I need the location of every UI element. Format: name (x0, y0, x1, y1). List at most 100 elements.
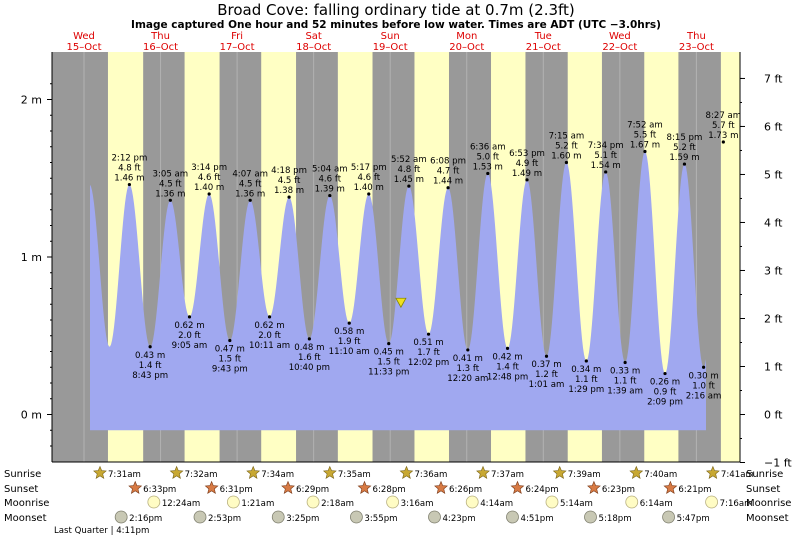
moonset-icon (506, 510, 519, 524)
moonrise-time: 2:18am (321, 499, 354, 509)
high-tide-metres: 1.38 m (274, 186, 304, 196)
sunrise-time: 7:39am (568, 470, 601, 480)
low-tide-dot (584, 359, 588, 363)
low-tide-dot (387, 342, 391, 346)
day-name: Thu (150, 31, 170, 42)
moonset-time: 4:23pm (442, 514, 475, 524)
day-date: 23–Oct (679, 42, 714, 53)
axis-ticks: 0 m 1 m 2 m −1 ft 0 ft 1 ft 2 ft 3 ft 4 ft 5 ft 6 … (21, 52, 792, 470)
low-tide-feet: 1.7 ft (417, 348, 440, 358)
high-tide-metres: 1.45 m (394, 175, 424, 185)
moonrise-icon (386, 495, 400, 509)
low-tide-metres: 0.42 m (492, 352, 522, 362)
sunrise-icon (93, 465, 107, 479)
high-tide-time: 6:53 pm (509, 149, 545, 159)
day-date: 18–Oct (296, 42, 331, 53)
low-tide-feet: 1.2 ft (535, 370, 558, 380)
day-date: 15–Oct (66, 42, 101, 53)
moonset-time: 3:25pm (286, 514, 319, 524)
low-tide-time: 9:05 am (172, 341, 208, 351)
high-tide-time: 4:07 am (232, 169, 268, 179)
low-tide-time: 8:43 pm (132, 371, 168, 381)
low-tide-time: 11:33 pm (368, 368, 409, 378)
high-tide-metres: 1.44 m (433, 177, 463, 187)
high-tide-feet: 5.5 ft (634, 130, 657, 140)
high-tide-dot (127, 182, 131, 187)
low-tide-metres: 0.62 m (174, 321, 204, 331)
high-tide-time: 2:12 pm (111, 154, 147, 164)
sunset-icon (128, 480, 143, 494)
high-tide-time: 7:34 pm (588, 141, 624, 151)
high-tide-metres: 1.59 m (669, 153, 699, 163)
high-tide-feet: 5.2 ft (555, 142, 578, 152)
low-tide-metres: 0.47 m (215, 344, 245, 354)
high-tide-time: 5:04 am (312, 165, 348, 175)
high-tide-time: 3:14 pm (191, 163, 227, 173)
moonrise-time: 4:14am (480, 499, 513, 509)
day-name: Thu (686, 31, 706, 42)
high-tide-feet: 5.2 ft (673, 143, 696, 153)
sunset-time: 6:29pm (296, 485, 329, 495)
low-tide-dot (663, 371, 667, 376)
high-tide-dot (682, 162, 687, 166)
low-tide-feet: 1.4 ft (496, 362, 519, 372)
moonset-icon (584, 510, 597, 524)
sunrise-icon (169, 465, 184, 479)
day-name: Fri (231, 31, 243, 42)
moonrise-icon (545, 495, 559, 509)
sunset-time: 6:28pm (373, 485, 406, 495)
high-tide-metres: 1.39 m (315, 185, 345, 195)
tide-labels: 2:12 pm4.8 ft1.46 m0.43 m1.4 ft8:43 pm3:… (111, 111, 741, 408)
high-tide-dot (486, 171, 490, 176)
day-name: Wed (609, 31, 631, 42)
sunset-icon (281, 480, 295, 494)
low-tide-metres: 0.26 m (650, 378, 680, 388)
high-tide-time: 4:18 pm (271, 166, 307, 176)
low-tide-metres: 0.41 m (453, 354, 483, 364)
high-tide-time: 5:17 pm (351, 163, 387, 173)
high-tide-metres: 1.46 m (114, 174, 144, 184)
right-tick-label: 0 ft (764, 409, 783, 422)
high-tide-time: 3:05 am (153, 169, 189, 179)
day-name: Wed (73, 31, 95, 42)
sunset-time: 6:31pm (220, 485, 253, 495)
tide-area (90, 151, 706, 431)
sunrise-time: 7:34am (261, 470, 294, 480)
high-tide-time: 7:15 am (549, 132, 585, 142)
high-tide-metres: 1.49 m (512, 169, 542, 179)
day-name: Mon (456, 31, 477, 42)
current-level-marker (395, 297, 407, 309)
high-tide-dot (525, 178, 529, 182)
sunset-time: 6:23pm (602, 485, 635, 495)
low-tide-metres: 0.34 m (571, 365, 601, 375)
high-tide-feet: 5.0 ft (476, 153, 499, 163)
high-tide-dot (604, 170, 608, 174)
low-tide-time: 1:39 am (607, 387, 643, 397)
high-tide-dot (328, 193, 332, 198)
high-tide-dot (248, 198, 252, 202)
low-tide-feet: 1.1 ft (575, 375, 598, 385)
moonrise-time: 12:24am (162, 499, 200, 509)
low-tide-time: 10:11 am (249, 341, 290, 351)
moonrise-time: 3:16am (401, 499, 434, 509)
low-tide-metres: 0.30 m (688, 371, 718, 381)
low-tide-metres: 0.43 m (135, 351, 165, 361)
moonset-icon (350, 510, 363, 524)
right-tick-label: 6 ft (764, 120, 783, 133)
high-tide-time: 7:52 am (627, 120, 663, 130)
high-tide-time: 8:27 am (706, 111, 742, 121)
low-tide-time: 2:16 am (686, 391, 722, 401)
moonset-icon (114, 510, 128, 524)
moonset-icon (271, 510, 285, 524)
sunrise-time: 7:40am (644, 470, 677, 480)
moonset-icon (662, 510, 675, 524)
low-tide-time: 11:10 am (329, 347, 370, 357)
moonrise-icon (625, 495, 639, 509)
high-tide-metres: 1.53 m (473, 163, 503, 173)
high-tide-metres: 1.54 m (591, 161, 621, 171)
low-tide-metres: 0.58 m (334, 327, 364, 337)
left-tick-label: 2 m (21, 94, 42, 107)
moon-phase-label: Last Quarter | 4:11pm (54, 526, 149, 536)
right-tick-label: 5 ft (764, 168, 783, 181)
